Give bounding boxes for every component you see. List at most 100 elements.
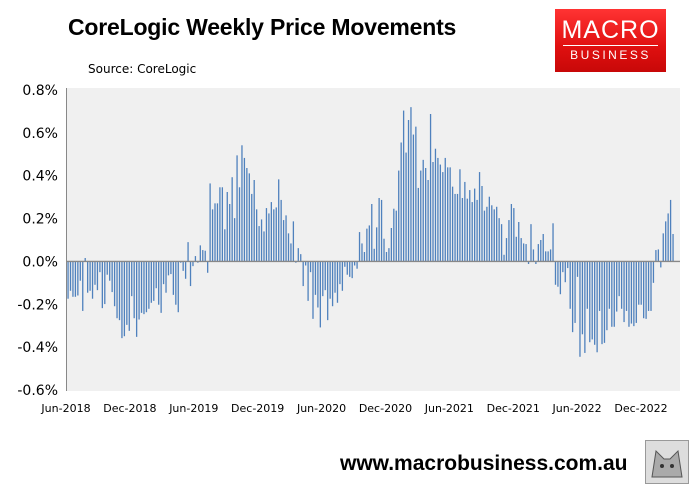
bar: [275, 207, 277, 262]
bar: [432, 162, 434, 262]
bar: [334, 261, 336, 293]
bar: [564, 261, 566, 283]
bar: [549, 249, 552, 262]
bar: [346, 261, 348, 275]
bar: [461, 198, 464, 262]
bar: [302, 261, 304, 287]
bar: [241, 145, 243, 262]
bar: [280, 199, 282, 262]
bar: [390, 228, 393, 262]
bar: [525, 244, 527, 262]
bar: [603, 261, 606, 343]
bar: [260, 219, 263, 262]
y-tick-label: -0.4%: [17, 340, 58, 356]
bar: [263, 231, 265, 262]
bar: [251, 193, 253, 262]
bar: [278, 179, 280, 262]
bar: [623, 261, 625, 323]
bar: [226, 192, 228, 262]
bar: [620, 261, 623, 309]
bar: [268, 213, 270, 262]
bar: [324, 261, 326, 291]
bar: [537, 244, 539, 262]
bar: [101, 261, 103, 309]
bar: [613, 261, 615, 327]
bar: [336, 261, 339, 303]
x-tick-label: Dec-2021: [487, 402, 540, 415]
bar: [496, 206, 498, 262]
bar: [309, 261, 312, 273]
bar: [300, 254, 302, 262]
bar: [618, 261, 620, 297]
bar: [143, 261, 145, 315]
bar: [420, 170, 422, 262]
bar: [532, 249, 535, 262]
bar: [662, 233, 664, 262]
bar: [395, 210, 397, 262]
bar: [258, 226, 260, 262]
bar: [456, 193, 459, 262]
bar: [158, 261, 160, 305]
bar: [192, 261, 194, 267]
bar: [94, 261, 96, 285]
bar: [322, 261, 324, 297]
bar: [172, 261, 175, 295]
bar: [256, 209, 258, 262]
y-tick-label: 0.2%: [22, 212, 58, 228]
bar: [669, 199, 672, 262]
bar: [109, 261, 111, 281]
bar: [79, 261, 81, 281]
bar: [202, 250, 204, 262]
bar: [425, 168, 427, 262]
bar: [410, 107, 412, 262]
bar: [69, 261, 72, 291]
y-tick-label: -0.6%: [17, 383, 58, 399]
bar: [554, 261, 557, 285]
bar: [584, 261, 586, 353]
bar: [535, 261, 537, 264]
bar: [380, 199, 383, 262]
bar: [265, 208, 268, 262]
bar: [331, 261, 334, 307]
bar: [319, 261, 321, 328]
bar: [194, 256, 197, 262]
bar: [363, 252, 366, 262]
bar: [530, 224, 532, 262]
bar: [510, 204, 513, 262]
bar: [353, 261, 356, 266]
bar: [400, 142, 402, 262]
bar: [447, 167, 449, 262]
bar: [207, 261, 209, 273]
bar: [358, 232, 361, 262]
bar: [349, 261, 351, 277]
bar: [131, 261, 133, 297]
bar: [647, 261, 650, 311]
bar: [209, 183, 211, 262]
bar: [285, 215, 287, 262]
bar: [571, 261, 574, 333]
bar: [483, 210, 486, 262]
bar: [87, 261, 89, 293]
bar: [351, 261, 353, 279]
bar: [439, 164, 442, 262]
bar: [611, 261, 613, 327]
x-tick-label: Dec-2019: [231, 402, 284, 415]
bar: [91, 261, 94, 299]
bar: [469, 190, 471, 262]
bar: [471, 202, 473, 262]
bar: [187, 242, 189, 262]
bar: [327, 261, 329, 321]
bar: [557, 261, 559, 287]
bar: [248, 173, 250, 262]
bar: [547, 251, 549, 262]
bar: [657, 249, 659, 262]
bar: [415, 126, 417, 262]
bar: [527, 261, 530, 264]
bar: [219, 187, 221, 262]
bar: [505, 238, 508, 262]
bar: [628, 261, 630, 327]
bar: [189, 261, 192, 287]
bar: [214, 203, 216, 262]
bar: [383, 238, 385, 262]
bar: [412, 134, 415, 262]
